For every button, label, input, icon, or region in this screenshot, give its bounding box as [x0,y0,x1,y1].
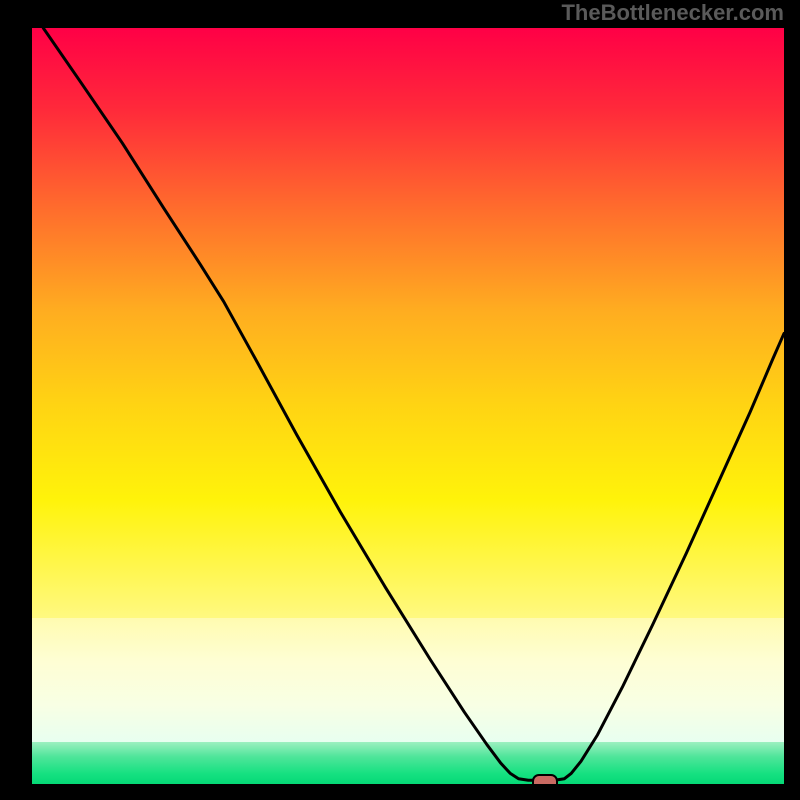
bottleneck-marker [532,774,558,784]
plot-area [32,28,784,784]
curve-path [43,28,784,780]
chart-frame: TheBottlenecker.com [0,0,800,800]
watermark-text: TheBottlenecker.com [561,0,784,26]
frame-border-right [784,0,800,800]
frame-border-bottom [0,784,800,800]
bottleneck-curve [32,28,784,784]
frame-border-left [0,0,32,800]
